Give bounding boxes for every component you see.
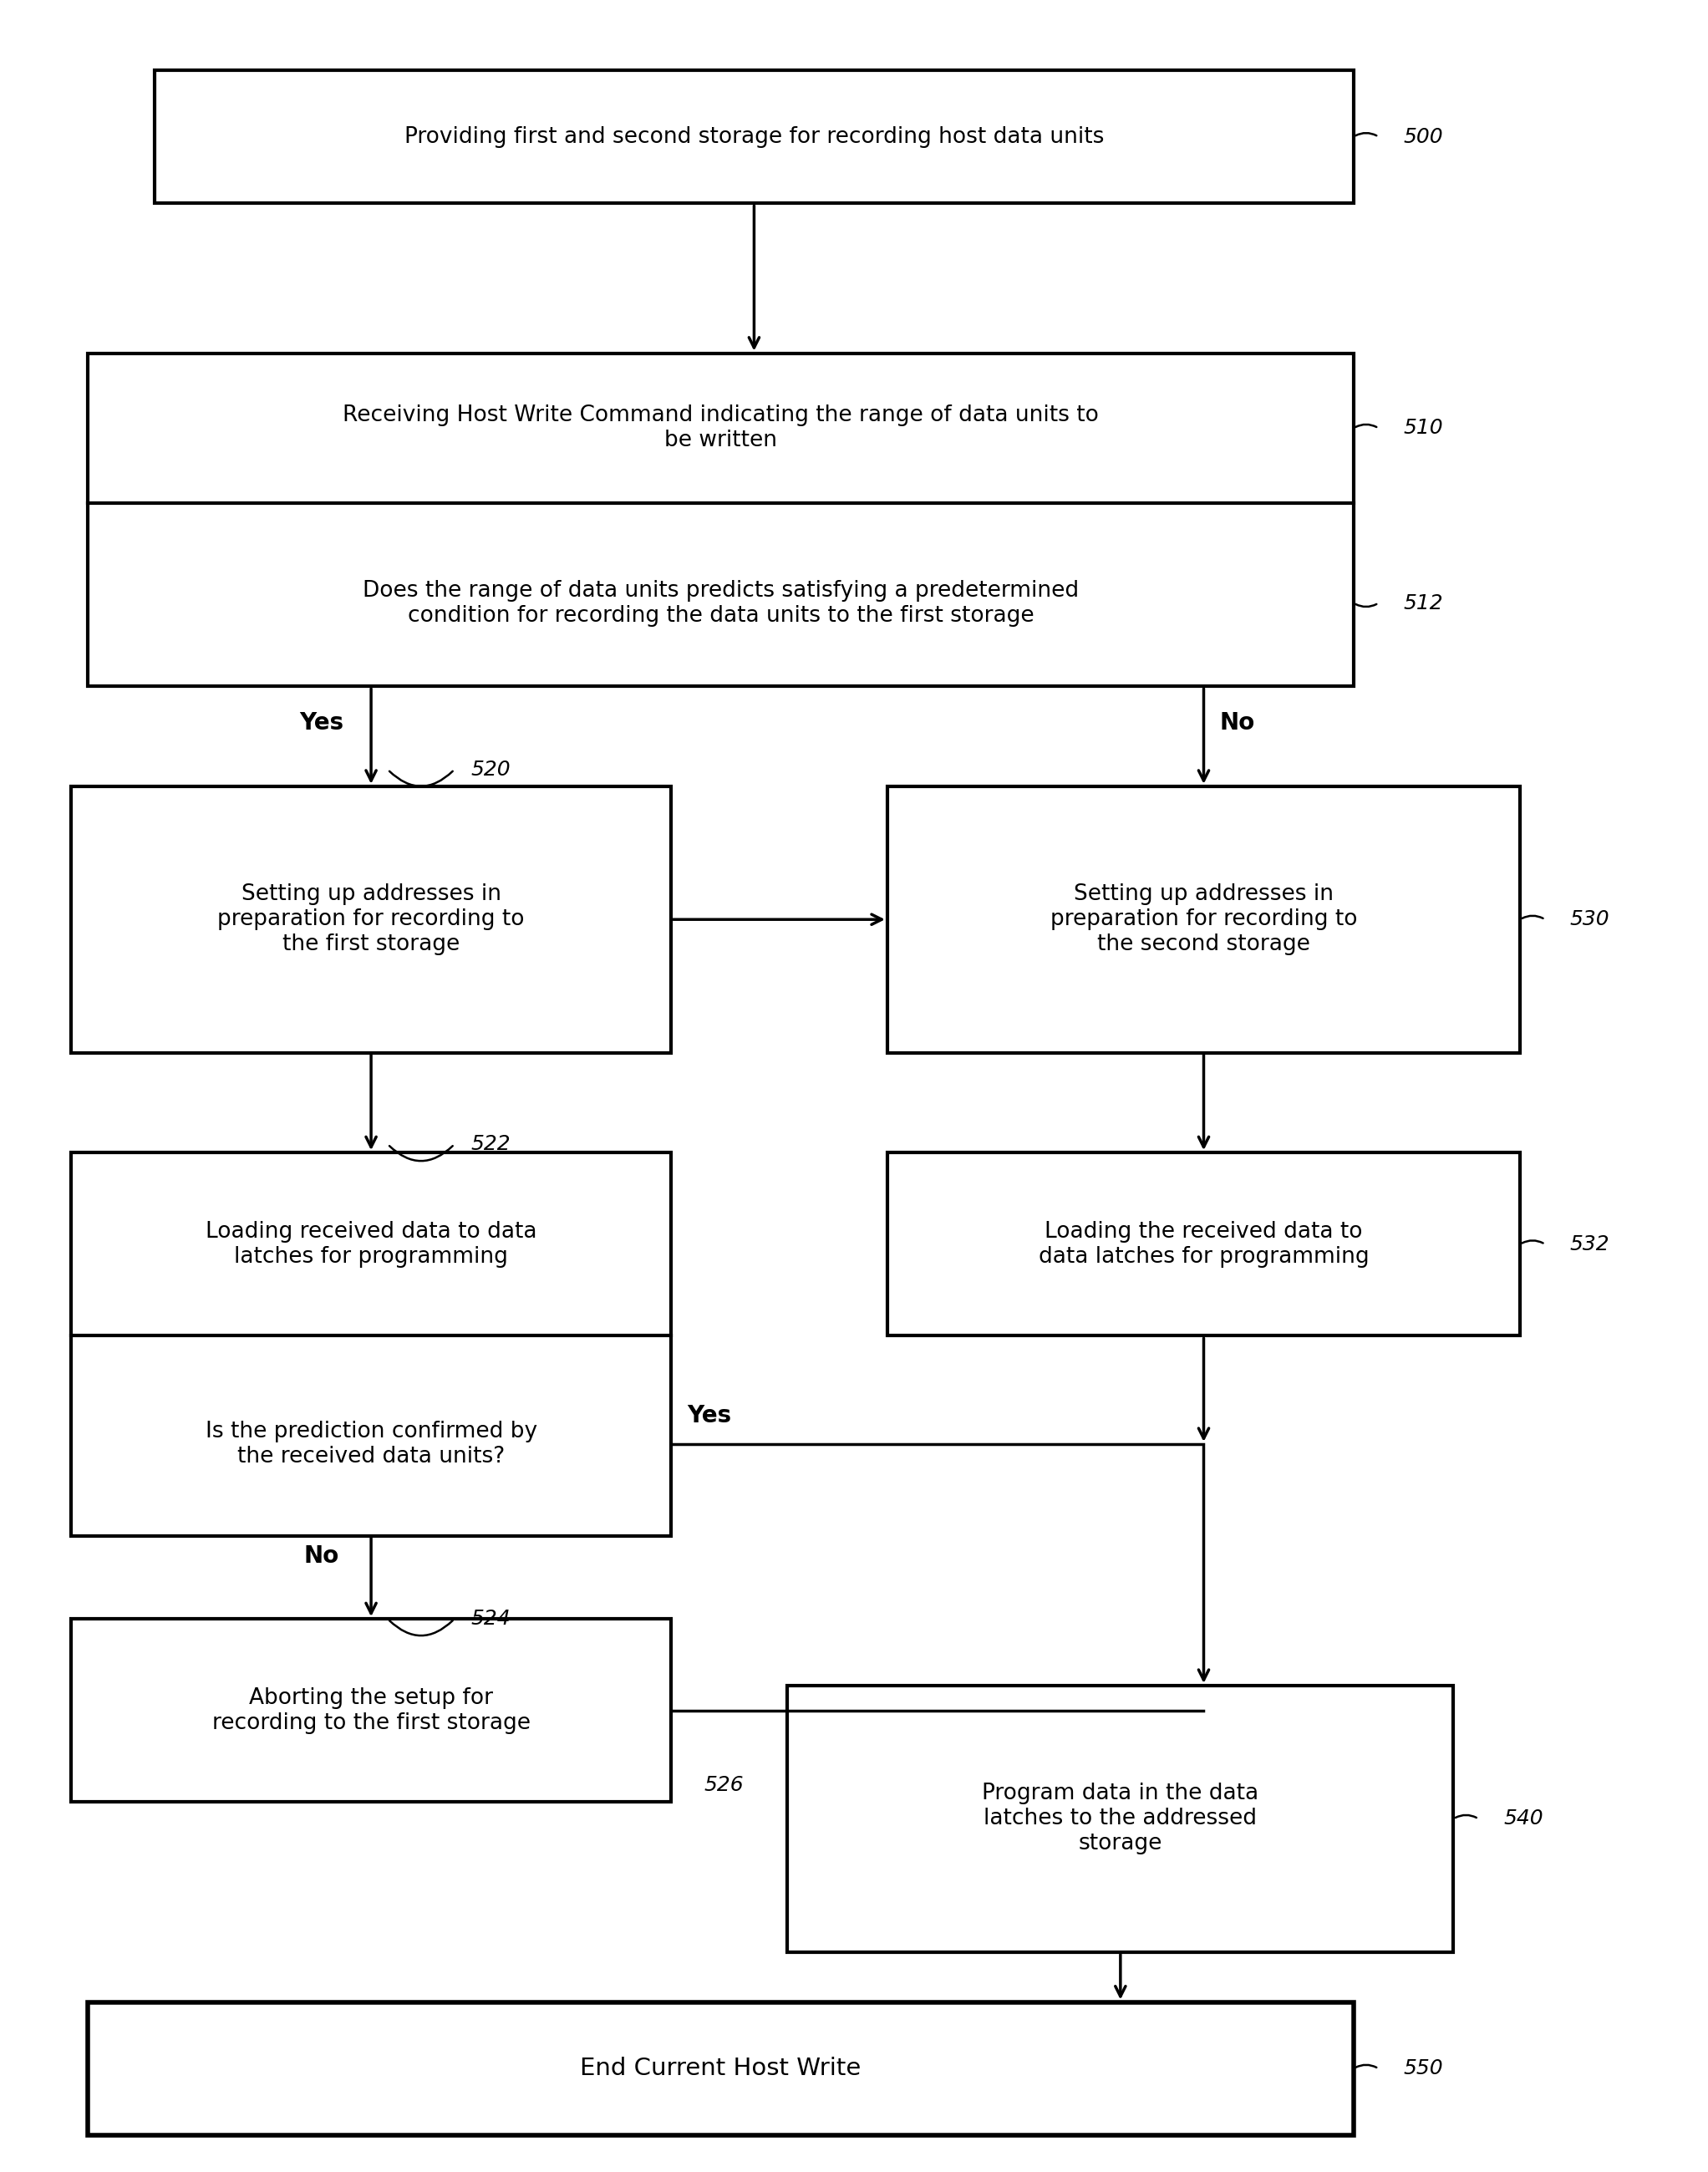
Text: Is the prediction confirmed by
the received data units?: Is the prediction confirmed by the recei… [205,1420,536,1468]
Bar [787,1685,1454,1953]
Bar [155,70,1353,204]
Text: 550: 550 [1404,2059,1443,2079]
Text: 522: 522 [471,1134,511,1153]
Bar [72,1618,671,1803]
Text: Setting up addresses in
preparation for recording to
the second storage: Setting up addresses in preparation for … [1050,884,1358,956]
Text: 532: 532 [1570,1234,1611,1253]
Bar [72,1153,671,1536]
Text: 530: 530 [1570,910,1611,930]
Bar [886,1153,1520,1336]
Text: Does the range of data units predicts satisfying a predetermined
condition for r: Does the range of data units predicts sa… [362,580,1079,626]
Text: 510: 510 [1404,419,1443,439]
Text: No: No [304,1544,338,1568]
Text: 540: 540 [1503,1809,1544,1829]
Bar [89,354,1353,686]
Text: 512: 512 [1404,593,1443,613]
Text: Receiving Host Write Command indicating the range of data units to
be written: Receiving Host Write Command indicating … [343,404,1098,452]
Text: Providing first and second storage for recording host data units: Providing first and second storage for r… [405,126,1103,148]
Text: 526: 526 [704,1775,745,1796]
Text: Loading the received data to
data latches for programming: Loading the received data to data latche… [1038,1221,1370,1268]
Text: 500: 500 [1404,126,1443,148]
Text: Program data in the data
latches to the addressed
storage: Program data in the data latches to the … [982,1783,1259,1855]
Text: 524: 524 [471,1609,511,1629]
Text: End Current Host Write: End Current Host Write [581,2057,861,2081]
Text: Yes: Yes [299,710,343,734]
Bar [886,786,1520,1053]
Text: No: No [1220,710,1255,734]
Text: Yes: Yes [688,1403,731,1427]
Bar [89,2003,1353,2135]
Bar [72,786,671,1053]
Text: Aborting the setup for
recording to the first storage: Aborting the setup for recording to the … [212,1688,529,1733]
Text: Loading received data to data
latches for programming: Loading received data to data latches fo… [205,1221,536,1268]
Text: Setting up addresses in
preparation for recording to
the first storage: Setting up addresses in preparation for … [217,884,524,956]
Text: 520: 520 [471,760,511,780]
